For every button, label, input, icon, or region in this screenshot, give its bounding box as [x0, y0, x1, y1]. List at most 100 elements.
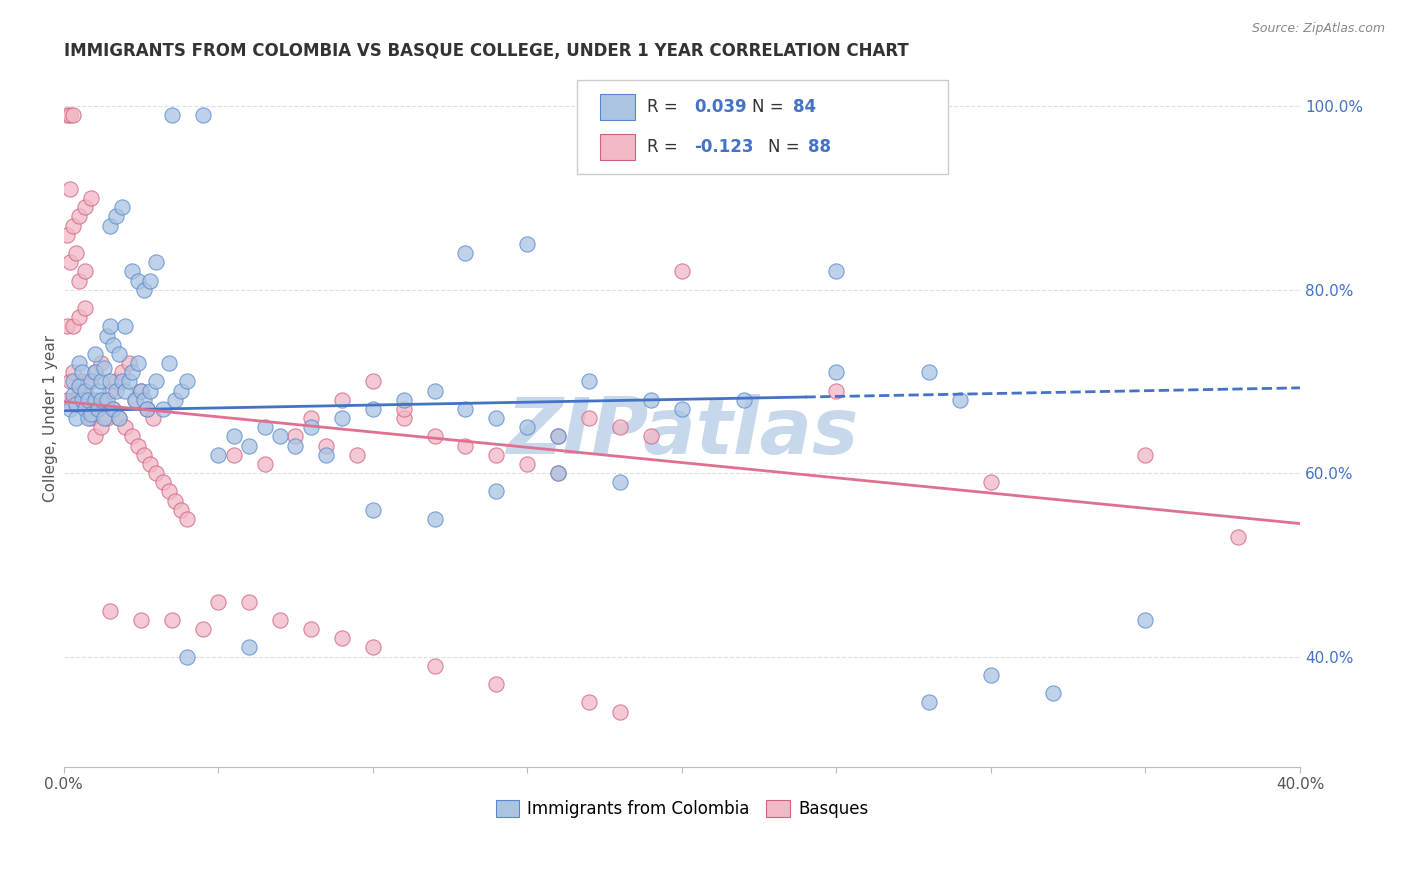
Point — [59, 401, 82, 416]
Point — [90, 420, 112, 434]
Point — [578, 411, 600, 425]
Point — [136, 401, 159, 416]
Point — [176, 512, 198, 526]
Point — [121, 429, 143, 443]
Point — [609, 420, 631, 434]
Point — [145, 375, 167, 389]
Point — [83, 365, 105, 379]
Point — [485, 411, 508, 425]
Point — [55, 108, 77, 122]
Point — [1042, 686, 1064, 700]
Point — [299, 622, 322, 636]
Point — [671, 401, 693, 416]
Point — [62, 319, 84, 334]
Point — [547, 466, 569, 480]
Point — [77, 375, 100, 389]
Point — [62, 365, 84, 379]
Point — [152, 475, 174, 490]
Point — [361, 375, 384, 389]
Point — [80, 375, 103, 389]
Point — [485, 677, 508, 691]
Point — [105, 210, 128, 224]
Point — [90, 392, 112, 407]
Point — [62, 108, 84, 122]
Point — [733, 392, 755, 407]
Point — [67, 384, 90, 398]
Point — [96, 411, 118, 425]
Point — [62, 388, 84, 402]
Point — [124, 392, 146, 407]
Point — [59, 108, 82, 122]
Point — [170, 384, 193, 398]
Point — [121, 264, 143, 278]
Point — [117, 356, 139, 370]
Point — [86, 401, 108, 416]
Point — [142, 411, 165, 425]
Point — [108, 411, 131, 425]
Point — [132, 283, 155, 297]
Point — [269, 429, 291, 443]
Point — [77, 411, 100, 425]
Point — [330, 392, 353, 407]
Point — [139, 457, 162, 471]
Point — [129, 384, 152, 398]
Point — [83, 365, 105, 379]
Point — [609, 705, 631, 719]
Point — [124, 392, 146, 407]
Point — [191, 622, 214, 636]
Point — [111, 365, 134, 379]
Point — [423, 658, 446, 673]
Point — [315, 448, 337, 462]
Point — [98, 384, 121, 398]
Point — [207, 448, 229, 462]
Point — [67, 356, 90, 370]
Point — [101, 401, 124, 416]
Point — [127, 274, 149, 288]
Text: R =: R = — [647, 98, 683, 116]
Point — [139, 384, 162, 398]
Point — [136, 401, 159, 416]
Point — [423, 429, 446, 443]
Point — [392, 411, 415, 425]
Point — [1135, 613, 1157, 627]
Point — [547, 466, 569, 480]
Point — [157, 484, 180, 499]
Point — [222, 429, 245, 443]
Text: R =: R = — [647, 138, 683, 156]
Point — [114, 319, 136, 334]
Point — [980, 475, 1002, 490]
Point — [75, 301, 97, 315]
Point — [299, 411, 322, 425]
Point — [284, 439, 307, 453]
Text: Source: ZipAtlas.com: Source: ZipAtlas.com — [1251, 22, 1385, 36]
Point — [80, 411, 103, 425]
Point — [176, 649, 198, 664]
Point — [949, 392, 972, 407]
Point — [75, 401, 97, 416]
Y-axis label: College, Under 1 year: College, Under 1 year — [44, 334, 58, 501]
Point — [132, 448, 155, 462]
Point — [105, 384, 128, 398]
Point — [117, 375, 139, 389]
Point — [108, 411, 131, 425]
Point — [454, 246, 477, 260]
Point — [253, 420, 276, 434]
Point — [918, 365, 941, 379]
Point — [392, 401, 415, 416]
Point — [145, 255, 167, 269]
Point — [101, 337, 124, 351]
Text: 0.039: 0.039 — [695, 98, 747, 116]
Text: -0.123: -0.123 — [695, 138, 754, 156]
Point — [59, 182, 82, 196]
Point — [98, 375, 121, 389]
Point — [59, 375, 82, 389]
Point — [75, 264, 97, 278]
Point — [918, 695, 941, 709]
Point — [70, 392, 93, 407]
Point — [299, 420, 322, 434]
FancyBboxPatch shape — [600, 134, 636, 161]
Point — [361, 401, 384, 416]
Point — [90, 375, 112, 389]
Point — [108, 347, 131, 361]
Point — [423, 512, 446, 526]
